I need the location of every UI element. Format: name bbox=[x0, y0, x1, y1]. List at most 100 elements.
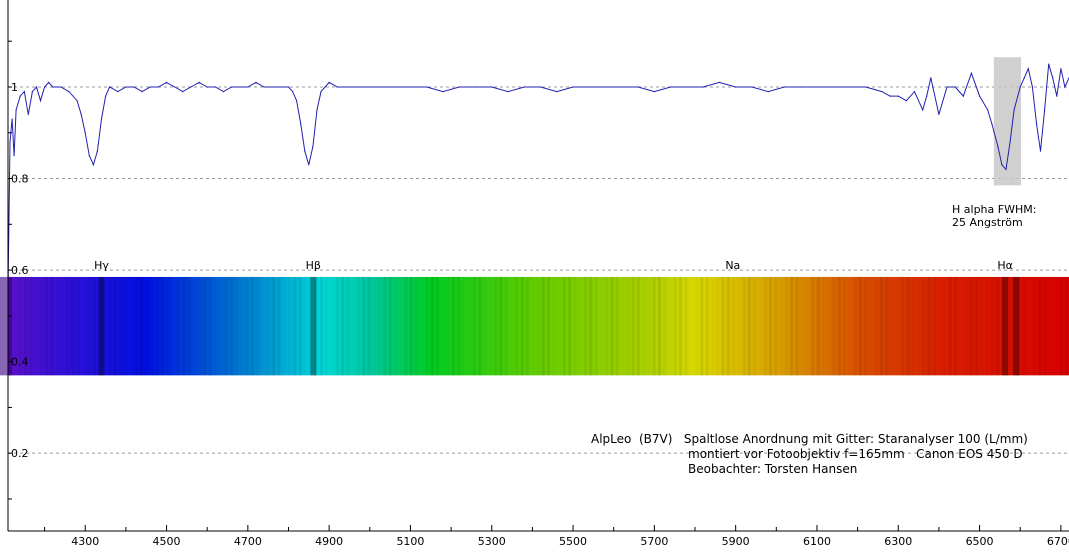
spectrum-point bbox=[1064, 86, 1066, 88]
x-tick-label: 5500 bbox=[559, 535, 587, 548]
spectrum-texture bbox=[990, 276, 994, 376]
spectrum-texture bbox=[378, 277, 381, 375]
observation-note: montiert vor Fotoobjektiv f=165mm Canon … bbox=[688, 447, 1023, 461]
spectrum-texture bbox=[690, 277, 693, 375]
spectral-line-label: Hα bbox=[997, 259, 1013, 272]
spectrum-texture bbox=[615, 276, 619, 376]
spectrum-texture bbox=[473, 276, 477, 376]
absorption-line bbox=[1002, 276, 1009, 376]
spectrum-texture bbox=[468, 277, 471, 375]
spectrum-point bbox=[377, 86, 379, 88]
spectrum-texture bbox=[235, 277, 238, 375]
spectral-line-label: Hγ bbox=[94, 259, 109, 272]
spectrum-texture bbox=[118, 276, 122, 376]
spectrum-point bbox=[109, 86, 111, 88]
spectrum-texture bbox=[478, 276, 482, 376]
line-labels: Hγ Hβ Na Hα bbox=[94, 259, 1013, 272]
spectrum-point bbox=[987, 109, 989, 111]
spectrum-texture bbox=[499, 276, 503, 376]
spectrum-texture bbox=[1049, 277, 1052, 375]
spectrum-point bbox=[292, 91, 294, 93]
spectrum-texture bbox=[885, 276, 889, 376]
spectrum-point bbox=[68, 91, 70, 93]
spectrum-point bbox=[15, 109, 17, 111]
spectrum-texture bbox=[669, 277, 672, 375]
x-tick-label: 6100 bbox=[803, 535, 831, 548]
spectrum-texture bbox=[319, 276, 323, 376]
spectrum-point bbox=[9, 141, 11, 143]
spectrum-texture bbox=[780, 277, 783, 375]
spectrum-point bbox=[865, 86, 867, 88]
spectrum-point bbox=[88, 155, 90, 157]
spectrum-texture bbox=[1064, 276, 1068, 376]
spectrum-point bbox=[1056, 95, 1058, 97]
spectrum-point bbox=[105, 95, 107, 97]
spectrum-texture bbox=[283, 277, 286, 375]
spectrum-point bbox=[588, 86, 590, 88]
spectrum-texture bbox=[568, 276, 572, 376]
spectrum-texture bbox=[40, 277, 43, 375]
spectrum-texture bbox=[536, 277, 539, 375]
spectrum-texture bbox=[224, 276, 228, 376]
spectrum-point bbox=[344, 86, 346, 88]
spectrum-texture bbox=[843, 277, 846, 375]
spectrum-point bbox=[352, 86, 355, 88]
spectrum-texture bbox=[679, 276, 683, 376]
y-tick-label: 0.4 bbox=[11, 356, 29, 369]
spectrum-point bbox=[300, 123, 302, 125]
spectrum-point bbox=[401, 86, 403, 88]
spectrum-texture bbox=[113, 276, 117, 376]
spectrum-point bbox=[385, 86, 387, 88]
spectrum-point bbox=[1039, 150, 1042, 152]
spectrum-texture bbox=[161, 276, 165, 376]
spectrum-point bbox=[653, 91, 656, 93]
spectrum-point bbox=[938, 113, 940, 115]
y-tick-label: 1 bbox=[11, 81, 18, 94]
spectrum-point bbox=[19, 95, 21, 97]
spectrum-point bbox=[11, 118, 13, 120]
spectrum-texture bbox=[515, 277, 518, 375]
spectrum-texture bbox=[229, 276, 233, 376]
spectrum-texture bbox=[34, 277, 37, 375]
spectrum-texture bbox=[425, 277, 428, 375]
spectrum-point bbox=[783, 86, 786, 88]
spectrum-texture bbox=[721, 276, 725, 376]
spectrum-texture bbox=[663, 277, 666, 375]
spectrum-texture bbox=[124, 277, 127, 375]
spectrum-point bbox=[1001, 164, 1003, 166]
spectrum-point bbox=[848, 86, 851, 88]
spectrum-point bbox=[165, 81, 168, 83]
spectrum-point bbox=[369, 86, 371, 88]
spectrum-texture bbox=[288, 277, 291, 375]
spectrum-texture bbox=[494, 276, 498, 376]
spectrum-point bbox=[287, 86, 290, 88]
spectrum-point bbox=[393, 86, 395, 88]
spectrum-texture bbox=[462, 277, 465, 375]
spectrum-point bbox=[881, 91, 883, 93]
spectrum-texture bbox=[92, 276, 96, 376]
spectrum-texture bbox=[621, 277, 624, 375]
spectrum-texture bbox=[832, 276, 836, 376]
spectrum-texture bbox=[864, 276, 868, 376]
spectrum-point bbox=[800, 86, 802, 88]
spectrum-point bbox=[409, 86, 411, 88]
spectrum-texture bbox=[357, 277, 360, 375]
spectrum-texture bbox=[97, 276, 101, 376]
spectrum-texture bbox=[790, 276, 794, 376]
spectrum-point bbox=[316, 109, 318, 111]
spectrum-texture bbox=[879, 276, 883, 376]
spectrum-texture bbox=[1043, 276, 1047, 376]
spectrum-point bbox=[336, 86, 338, 88]
spectrum-texture bbox=[891, 277, 894, 375]
spectrum-point bbox=[100, 118, 103, 120]
spectrum-texture bbox=[700, 276, 704, 376]
spectrum-texture bbox=[451, 276, 455, 376]
spectrum-point bbox=[922, 109, 924, 111]
spectrum-texture bbox=[151, 277, 154, 375]
spectrum-point bbox=[190, 86, 192, 88]
spectrum-texture bbox=[193, 277, 196, 375]
spectrum-texture bbox=[66, 276, 70, 376]
spectrum-texture bbox=[806, 277, 809, 375]
spectrum-point bbox=[239, 86, 241, 88]
